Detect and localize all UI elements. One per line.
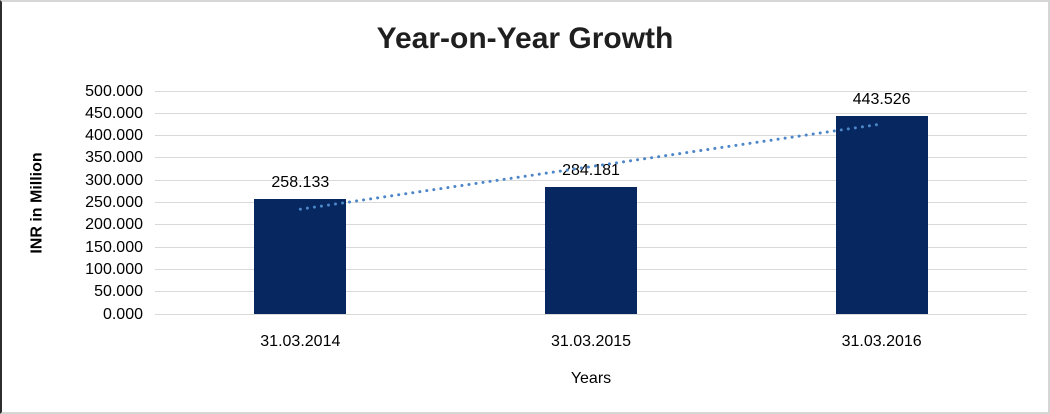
y-tick-label: 50.000 — [94, 283, 143, 301]
bar-value-label: 258.133 — [271, 173, 330, 191]
gridline — [155, 313, 1027, 315]
x-tick-label: 31.03.2015 — [550, 333, 632, 350]
bar-31.03.2016 — [835, 116, 928, 314]
gridline — [155, 179, 1027, 181]
y-tick-label: 100.000 — [85, 260, 143, 278]
trendline — [298, 122, 884, 211]
y-tick-label: 150.000 — [85, 238, 143, 256]
gridline — [155, 90, 1027, 92]
plot-area: 258.133 284.181 443.526 — [155, 90, 1027, 315]
x-tick-label: 31.03.2016 — [841, 333, 922, 350]
gridline — [155, 135, 1027, 137]
bar-31.03.2014 — [254, 198, 347, 314]
bar-value-label: 443.526 — [852, 91, 911, 109]
y-tick-label: 300.000 — [85, 171, 143, 189]
chart-title: Year-on-Year Growth — [376, 22, 674, 55]
bar-31.03.2015 — [545, 187, 637, 314]
y-tick-label: 0.000 — [102, 305, 143, 323]
gridline — [155, 112, 1027, 114]
y-tick-label: 400.000 — [85, 127, 143, 145]
x-axis-title: Years — [570, 370, 612, 387]
gridline — [155, 157, 1027, 159]
y-tick-label: 350.000 — [85, 149, 143, 167]
y-tick-label: 500.000 — [85, 82, 143, 100]
y-tick-label: 450.000 — [85, 104, 143, 122]
x-tick-label: 31.03.2014 — [260, 333, 341, 350]
y-tick-label: 200.000 — [85, 216, 143, 234]
bar-value-label: 284.181 — [562, 162, 620, 180]
y-tick-label: 250.000 — [85, 194, 143, 211]
